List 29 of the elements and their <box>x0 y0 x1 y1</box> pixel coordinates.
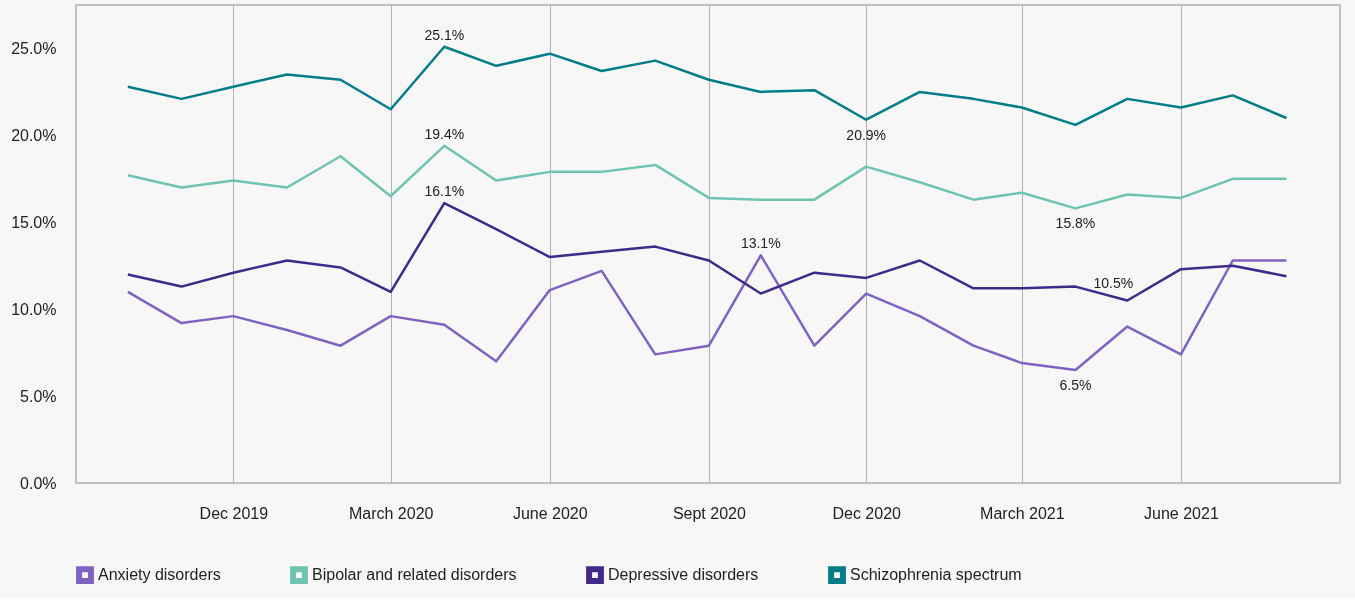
y-tick-label: 25.0% <box>11 39 57 57</box>
data-label: 16.1% <box>424 183 465 200</box>
data-label: 13.1% <box>740 235 781 252</box>
x-tick-label: June 2020 <box>512 504 588 522</box>
legend-label: Anxiety disorders <box>98 566 221 584</box>
x-tick-label: Sept 2020 <box>672 504 746 522</box>
data-label: 10.5% <box>1093 275 1134 292</box>
y-tick-label: 0.0% <box>20 474 57 492</box>
data-label: 15.8% <box>1055 215 1096 232</box>
line-series <box>126 254 1288 372</box>
x-tick-label: Dec 2020 <box>832 504 902 522</box>
legend-label: Bipolar and related disorders <box>312 566 517 584</box>
legend-label: Schizophrenia spectrum <box>850 566 1022 584</box>
data-label: 6.5% <box>1059 377 1092 394</box>
x-tick-label: March 2021 <box>980 504 1065 522</box>
y-tick-label: 20.0% <box>11 126 57 144</box>
x-tick-label: March 2020 <box>348 504 434 522</box>
data-label: 19.4% <box>424 125 465 142</box>
x-tick-label: June 2021 <box>1144 504 1219 522</box>
line-series <box>126 45 1288 127</box>
y-tick-label: 10.0% <box>11 300 57 318</box>
line-series <box>126 144 1288 210</box>
y-tick-label: 15.0% <box>11 213 57 231</box>
data-label: 20.9% <box>846 126 887 143</box>
data-label: 25.1% <box>424 26 465 43</box>
y-tick-label: 5.0% <box>20 387 57 405</box>
legend-label: Depressive disorders <box>608 566 759 584</box>
line-series <box>126 201 1288 302</box>
x-tick-label: Dec 2019 <box>199 504 269 522</box>
